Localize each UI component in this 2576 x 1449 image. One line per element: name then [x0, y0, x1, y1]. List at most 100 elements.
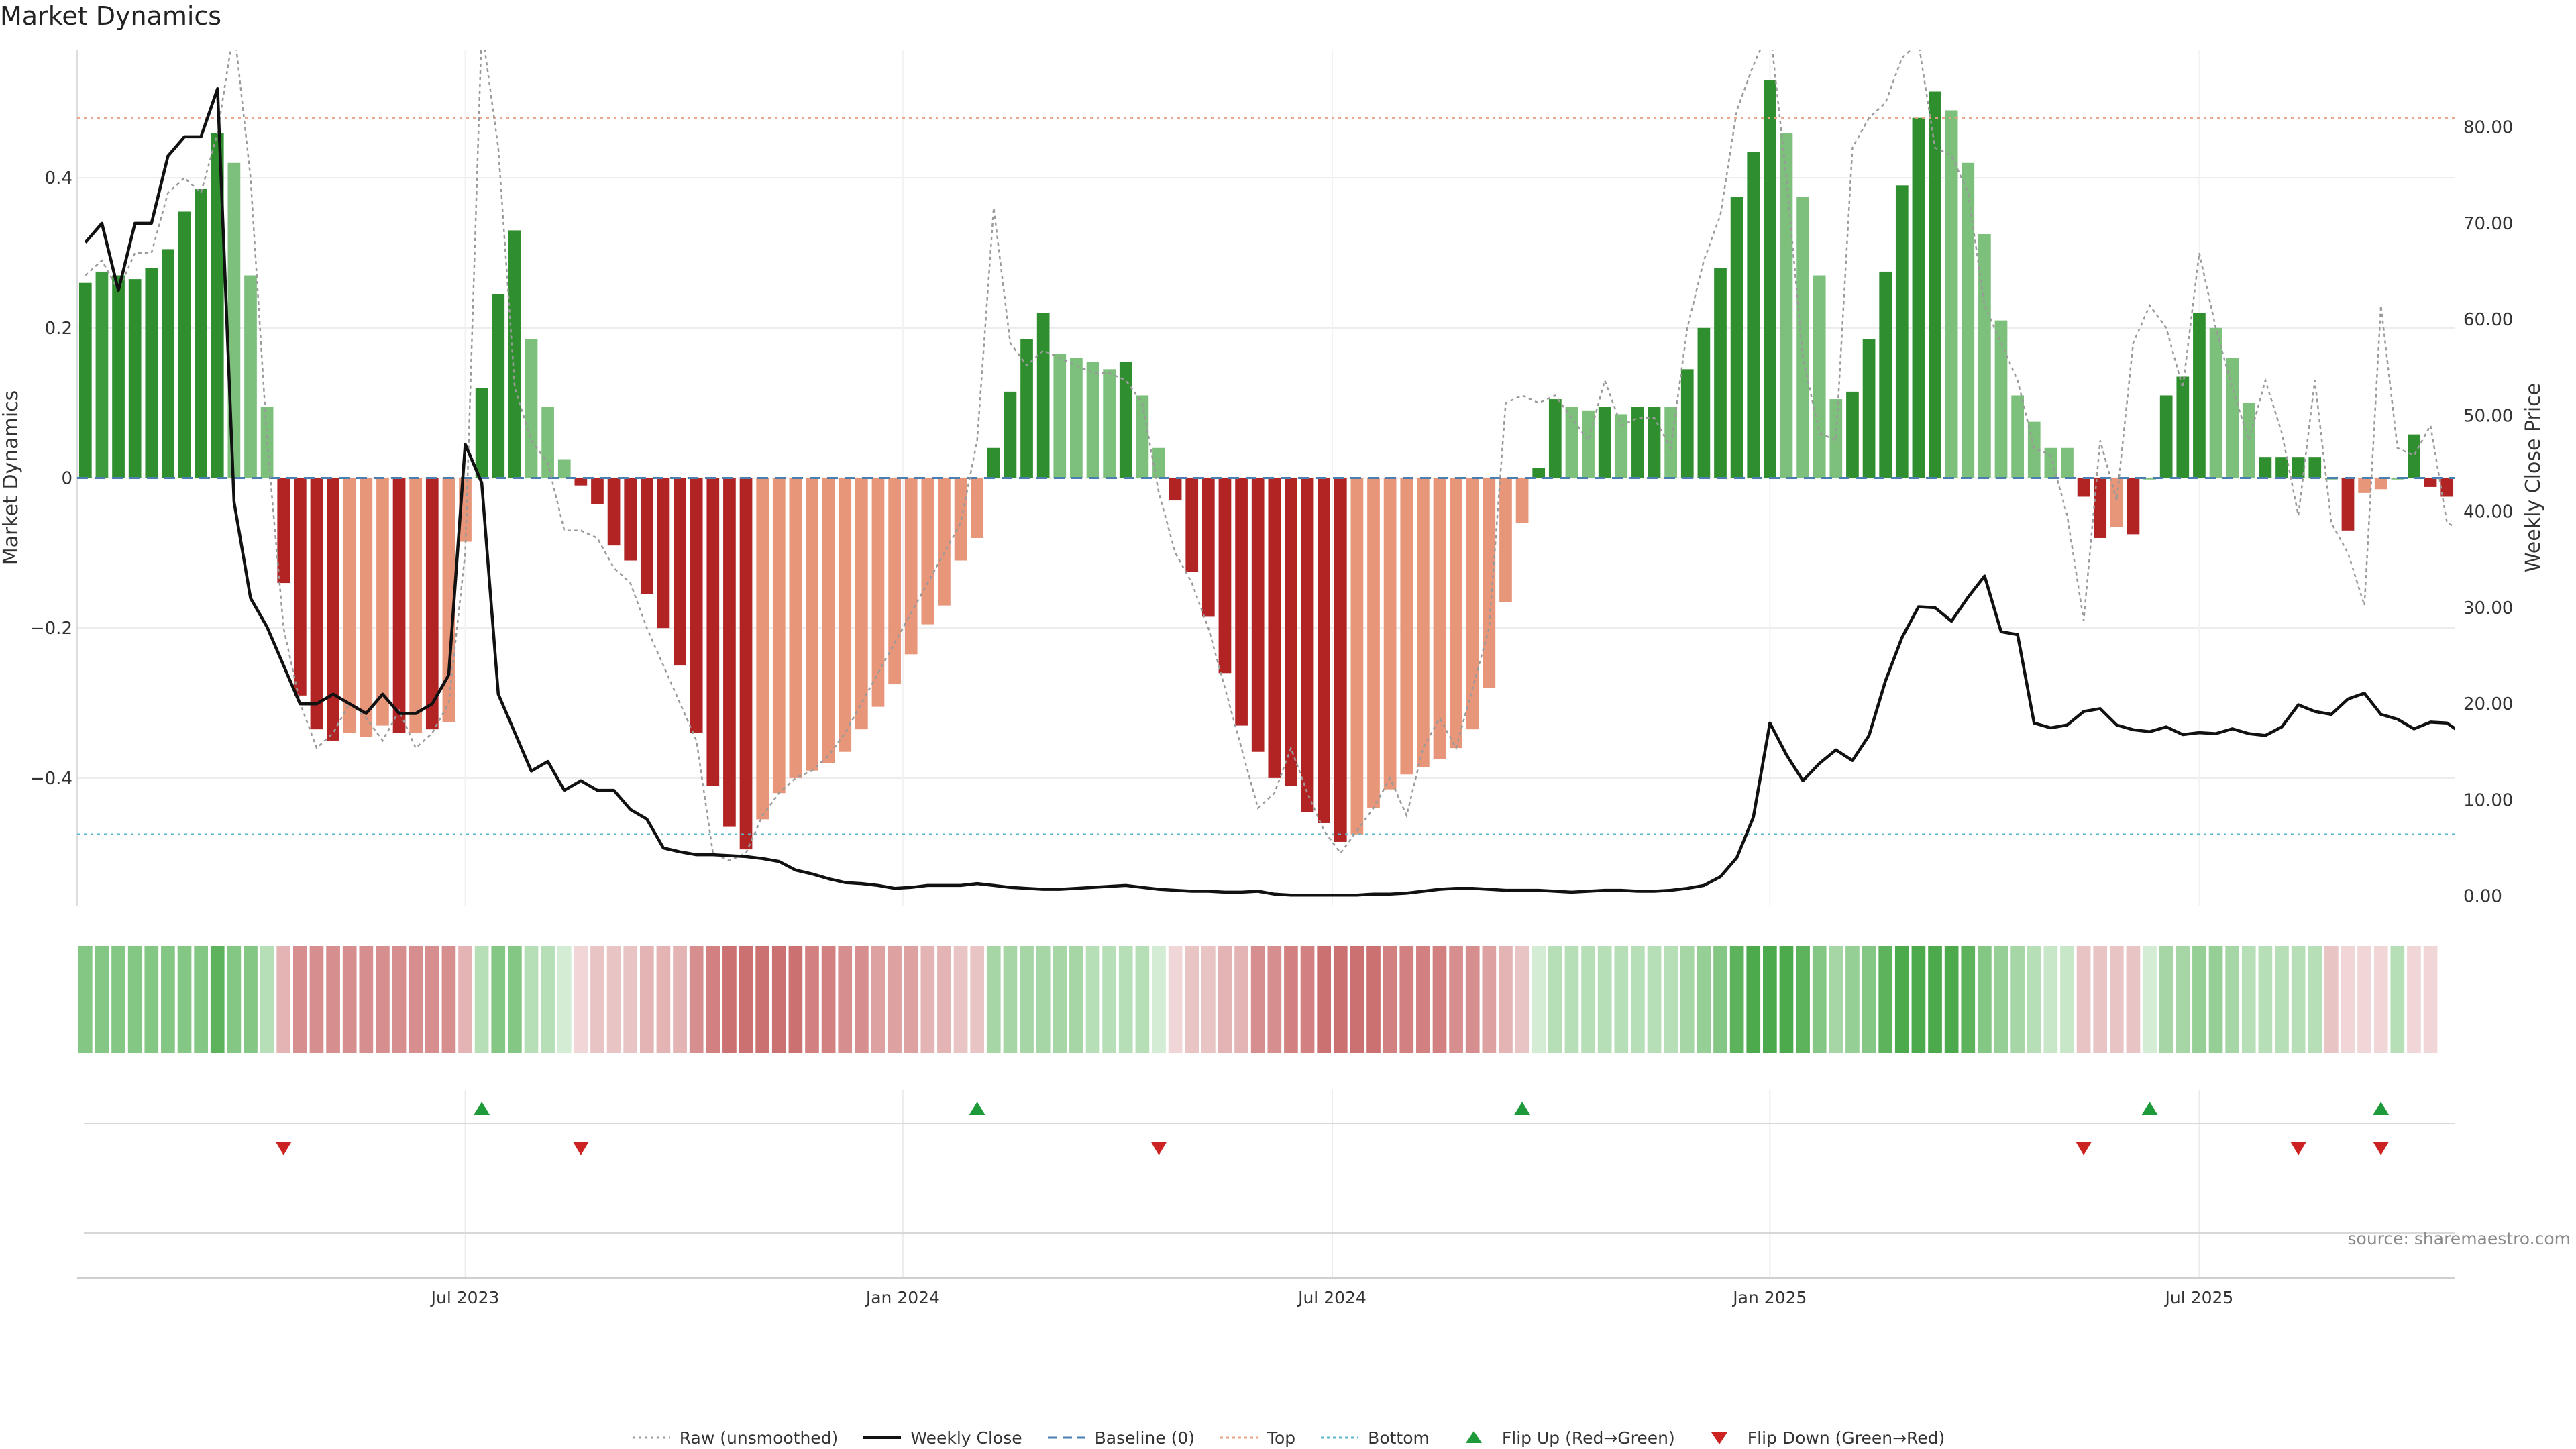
heat-strip-cell — [1465, 946, 1480, 1053]
heat-strip-cell — [95, 946, 109, 1053]
heat-strip-cell — [1366, 946, 1381, 1053]
bar — [1185, 478, 1199, 572]
heat-strip-cell — [855, 946, 869, 1053]
bar — [195, 189, 207, 478]
heat-strip-cell — [574, 946, 588, 1053]
bar — [1548, 399, 1562, 478]
bar — [1268, 478, 1281, 778]
bar — [772, 478, 786, 794]
heat-strip-cell — [2176, 946, 2190, 1053]
bar — [2275, 457, 2288, 478]
bar — [1070, 358, 1083, 478]
bar — [855, 478, 868, 730]
y-left-tick-label: −0.4 — [30, 769, 72, 789]
legend-swatch — [1220, 1436, 1258, 1439]
heat-strip-cell — [2373, 946, 2388, 1053]
bar — [739, 478, 753, 850]
bar — [1201, 478, 1215, 617]
bar — [1929, 91, 1941, 478]
heat-strip-cell — [1300, 946, 1315, 1053]
bar — [227, 162, 241, 478]
bar — [293, 478, 307, 696]
heat-strip-cell — [1053, 946, 1067, 1053]
heat-strip-cell — [2060, 946, 2074, 1053]
bar — [2259, 457, 2272, 478]
x-tick-label: Jan 2024 — [865, 1288, 940, 1307]
heat-strip-cell — [2208, 946, 2223, 1053]
heat-strip-cell — [1944, 946, 1959, 1053]
bar — [392, 478, 406, 733]
bar — [789, 478, 802, 778]
bar — [938, 478, 951, 606]
heat-strip-cell — [2093, 946, 2108, 1053]
legend-item: Weekly Close — [862, 1428, 1022, 1448]
heat-strip-cell — [1713, 946, 1727, 1053]
bar — [2242, 402, 2255, 478]
legend-label: Weekly Close — [910, 1428, 1022, 1448]
bar — [1697, 327, 1711, 478]
heat-strip-cell — [2143, 946, 2157, 1053]
heat-strip-cell — [1581, 946, 1595, 1053]
bar — [557, 459, 571, 478]
bar — [1053, 354, 1067, 478]
bar — [2308, 457, 2322, 478]
heat-strip-cell — [1118, 946, 1133, 1053]
x-tick-label: Jul 2023 — [430, 1288, 500, 1307]
heat-strip-cell — [376, 946, 390, 1053]
bar — [1962, 162, 1975, 478]
heat-strip-cell — [111, 946, 125, 1053]
raw-series-line — [85, 50, 2455, 862]
legend-label: Raw (unsmoothed) — [679, 1428, 839, 1448]
bar — [162, 249, 174, 478]
heat-strip-cell — [689, 946, 704, 1053]
heat-strip-cell — [639, 946, 654, 1053]
heat-strip-cell — [1267, 946, 1282, 1053]
bar — [1103, 369, 1116, 478]
flip-down-marker — [2290, 1142, 2307, 1155]
bar — [1978, 234, 1991, 478]
heat-strip-cell — [1218, 946, 1232, 1053]
bar — [2127, 478, 2140, 535]
heat-strip-cell — [1085, 946, 1100, 1053]
legend-item: Baseline (0) — [1046, 1428, 1195, 1448]
heat-strip-cell — [2241, 946, 2256, 1053]
bar — [1499, 478, 1512, 602]
legend-label: Baseline (0) — [1094, 1428, 1195, 1448]
bar — [327, 478, 339, 741]
bar — [1631, 407, 1644, 478]
bar — [607, 478, 621, 546]
bar — [591, 478, 604, 504]
bar — [1994, 320, 2008, 478]
bar — [2209, 327, 2222, 478]
heat-strip-cell — [1697, 946, 1711, 1053]
heat-strip-cell — [739, 946, 753, 1053]
heat-strip-cell — [276, 946, 291, 1053]
heat-strip-cell — [1135, 946, 1150, 1053]
heat-strip-cell — [1614, 946, 1629, 1053]
flip-down-marker — [2076, 1142, 2092, 1155]
bar — [1400, 478, 1413, 775]
heat-strip-cell — [1482, 946, 1497, 1053]
bar — [1945, 110, 1958, 478]
heat-strip-cell — [491, 946, 506, 1053]
bar — [128, 279, 142, 478]
legend-item: Flip Up (Red→Green) — [1454, 1428, 1675, 1448]
bar — [904, 478, 918, 655]
bar — [574, 478, 588, 486]
x-tick-label: Jul 2024 — [1297, 1288, 1366, 1307]
heat-strip-cell — [260, 946, 274, 1053]
y-left-tick-label: 0.4 — [45, 168, 72, 189]
y-right-axis-label: Weekly Close Price — [2522, 383, 2545, 572]
bar — [2440, 478, 2454, 497]
flip-up-marker — [474, 1102, 490, 1115]
bar — [1285, 478, 1297, 786]
bar — [1846, 391, 1859, 478]
heat-strip-cell — [1317, 946, 1332, 1053]
heat-strip-cell — [1978, 946, 1992, 1053]
bar — [211, 133, 224, 478]
bar — [2044, 447, 2057, 478]
heat-strip-cell — [937, 946, 951, 1053]
bar — [1218, 478, 1232, 674]
bar — [2358, 478, 2371, 493]
bar — [1912, 117, 1925, 478]
